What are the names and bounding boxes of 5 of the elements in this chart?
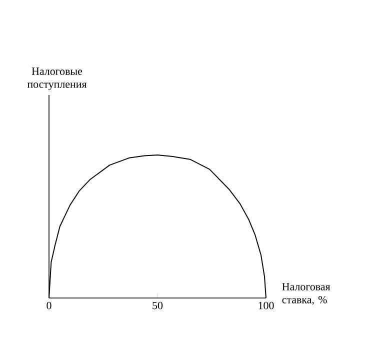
- x-tick-label: 100: [258, 302, 274, 310]
- text: Налоговые поступления: [27, 68, 87, 90]
- x-tick-label: 50: [152, 302, 163, 310]
- x-tick-label: 0: [46, 302, 52, 310]
- x-axis-title: Налоговая ставка, %: [282, 283, 330, 305]
